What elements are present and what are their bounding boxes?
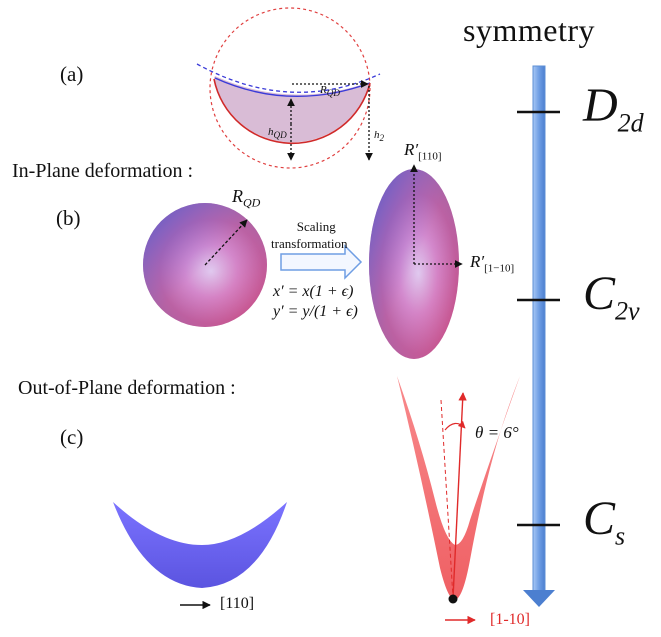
out-of-plane-heading: Out-of-Plane deformation :: [18, 377, 236, 399]
lens-cross-section: [196, 7, 381, 169]
symmetry-d2d-main: D: [583, 79, 618, 132]
h-qd-sub: QD: [273, 130, 287, 141]
symmetry-title: symmetry: [463, 12, 595, 48]
symmetry-arrow: [523, 65, 555, 607]
r-qd-sub-a: QD: [326, 88, 340, 99]
r-1m10-sub: [1−10]: [484, 262, 515, 275]
r-qd-symbol-b: R: [232, 186, 243, 206]
h-qd-symbol: h: [268, 126, 274, 138]
panel-label-a: (a): [60, 62, 84, 86]
h-qd-label: hQD: [268, 126, 287, 140]
dir-1m10-label: [1-10]: [490, 611, 530, 628]
symmetry-d2d: D2d: [583, 78, 644, 139]
symmetry-c2v: C2v: [583, 266, 640, 327]
symmetry-c2v-sub: 2v: [615, 296, 640, 326]
angle-arc: [444, 420, 466, 431]
equation-y: y′ = y/(1 + ϵ): [273, 303, 358, 320]
symmetry-cs-sub: s: [615, 521, 626, 551]
h2-label: h2: [374, 129, 384, 143]
angle-label: θ = 6°: [475, 423, 519, 442]
r-qd-label-a: RQD: [320, 84, 340, 98]
h2-sub: 2: [379, 133, 385, 144]
r-qd-arrow-b: [204, 219, 248, 266]
r-110-label: R′[110]: [404, 140, 442, 162]
scaling-label-line1: Scaling: [296, 219, 336, 234]
r-qd-label-b: RQD: [232, 186, 260, 211]
r-110-symbol: R′: [404, 140, 419, 159]
panel-label-b: (b): [56, 206, 81, 230]
symmetry-cs: Cs: [583, 491, 625, 552]
vertical-reference: [440, 399, 454, 599]
r-qd-sub-b: QD: [243, 195, 261, 210]
dir-110-label: [110]: [220, 595, 255, 612]
symmetry-cs-main: C: [583, 492, 616, 545]
r-110-sub: [110]: [418, 150, 442, 163]
scaling-arrow: [280, 244, 363, 280]
r-qd-symbol-a: R: [320, 84, 327, 96]
symmetry-d2d-sub: 2d: [617, 108, 644, 138]
in-plane-heading: In-Plane deformation :: [12, 160, 194, 182]
apex-dot: [448, 594, 458, 604]
r-1m10-symbol: R′: [470, 252, 485, 271]
r-1m10-label: R′[1−10]: [470, 252, 514, 274]
symmetry-c2v-main: C: [583, 267, 616, 320]
qd-profile-tilted: [397, 376, 520, 600]
scaling-label: Scaling transformation: [271, 218, 348, 252]
panel-label-c: (c): [60, 425, 84, 449]
h2-symbol: h: [374, 129, 380, 141]
equation-x: x′ = x(1 + ϵ): [273, 283, 354, 300]
scaling-label-line2: transformation: [271, 236, 348, 251]
qd-profile-symmetric: [113, 502, 287, 588]
